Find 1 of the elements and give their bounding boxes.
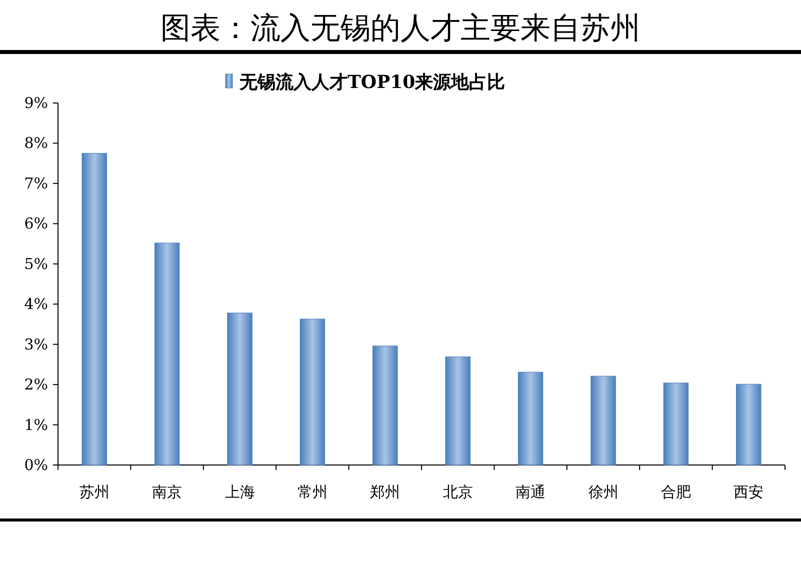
title: 图表：流入无锡的人才主要来自苏州 [160,11,640,46]
